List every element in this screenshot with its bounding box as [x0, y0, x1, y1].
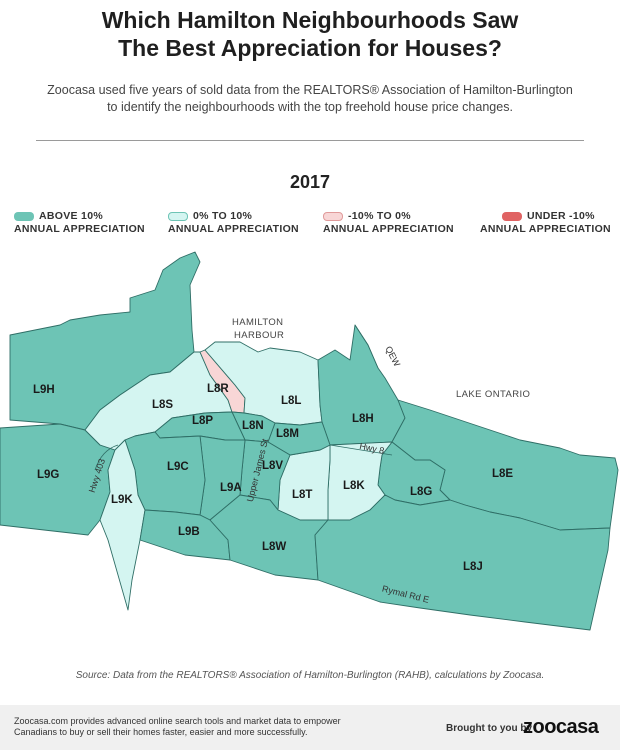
region-L9K	[99, 439, 146, 611]
label-L8E: L8E	[492, 468, 513, 480]
region-L8J	[314, 494, 611, 631]
label-L9A: L9A	[220, 482, 242, 494]
label-L8S: L8S	[152, 399, 173, 411]
source-note: Source: Data from the REALTORS® Associat…	[75, 670, 545, 681]
zoocasa-logo[interactable]: zoocasa	[523, 716, 599, 738]
page-title: Which Hamilton Neighbourhoods Saw The Be…	[0, 6, 620, 62]
legend-swatch-neg10-to-0	[323, 211, 343, 221]
label-L8V: L8V	[262, 460, 283, 472]
divider	[36, 140, 584, 141]
label-L8H: L8H	[352, 413, 374, 425]
legend-above-10-sub: ANNUAL APPRECIATION	[14, 223, 145, 235]
footer-line-2: Canadians to buy or sell their homes fas…	[14, 727, 308, 737]
hwy-8-line	[329, 444, 393, 456]
label-L8J: L8J	[463, 561, 483, 573]
label-L9G: L9G	[37, 469, 59, 481]
lake-ontario-label: LAKE ONTARIO	[456, 389, 530, 400]
legend-0-to-10: 0% TO 10% ANNUAL APPRECIATION	[168, 210, 299, 236]
label-L8P: L8P	[192, 415, 213, 427]
legend-under-neg10-label: UNDER -10%	[527, 210, 595, 222]
footer-description: Zoocasa.com provides advanced online sea…	[14, 716, 344, 738]
footer-line-1: Zoocasa.com provides advanced online sea…	[14, 716, 341, 726]
label-L9C: L9C	[167, 461, 189, 473]
harbour-label-1: HAMILTON	[232, 317, 283, 328]
legend-above-10-label: ABOVE 10%	[39, 210, 103, 222]
legend-swatch-0-to-10	[168, 211, 188, 221]
footer: Zoocasa.com provides advanced online sea…	[0, 705, 620, 750]
title-line-1: Which Hamilton Neighbourhoods Saw	[101, 7, 519, 33]
region-L8H	[317, 324, 406, 446]
legend-neg10-to-0-sub: ANNUAL APPRECIATION	[323, 223, 454, 235]
label-L8G: L8G	[410, 486, 432, 498]
legend-swatch-under-neg10	[502, 211, 522, 221]
label-L8T: L8T	[292, 489, 312, 501]
subtitle-line-2: to identify the neighbourhoods with the …	[107, 100, 513, 114]
label-L8K: L8K	[343, 480, 365, 492]
qew-label: QEW	[383, 344, 402, 368]
label-L8N: L8N	[242, 420, 264, 432]
year-heading: 2017	[289, 172, 331, 192]
legend-above-10: ABOVE 10% ANNUAL APPRECIATION	[14, 210, 145, 236]
label-L9K: L9K	[111, 494, 133, 506]
subtitle-line-1: Zoocasa used five years of sold data fro…	[47, 83, 573, 97]
subtitle: Zoocasa used five years of sold data fro…	[40, 82, 580, 116]
legend-0-to-10-sub: ANNUAL APPRECIATION	[168, 223, 299, 235]
label-L8W: L8W	[262, 541, 286, 553]
harbour-label-2: HARBOUR	[234, 330, 284, 341]
legend-under-neg10-sub: ANNUAL APPRECIATION	[480, 223, 611, 235]
hwy-403-line	[94, 444, 119, 471]
label-L9H: L9H	[33, 384, 55, 396]
label-L8R: L8R	[207, 383, 229, 395]
title-line-2: The Best Appreciation for Houses?	[118, 35, 502, 61]
label-L9B: L9B	[178, 526, 200, 538]
legend-neg10-to-0-label: -10% TO 0%	[348, 210, 411, 222]
legend-0-to-10-label: 0% TO 10%	[193, 210, 253, 222]
brought-by-text: Brought to you by	[446, 723, 533, 734]
legend-neg10-to-0: -10% TO 0% ANNUAL APPRECIATION	[323, 210, 454, 236]
qew-line	[354, 324, 379, 369]
neighbourhood-map: L9H L8S L8R L8L L8H L9G L8P L8N L8M L9C …	[0, 251, 619, 631]
legend-swatch-above-10	[14, 211, 34, 221]
label-L8L: L8L	[281, 395, 301, 407]
label-L8M: L8M	[276, 428, 299, 440]
legend-under-neg10: UNDER -10% ANNUAL APPRECIATION	[480, 210, 611, 236]
